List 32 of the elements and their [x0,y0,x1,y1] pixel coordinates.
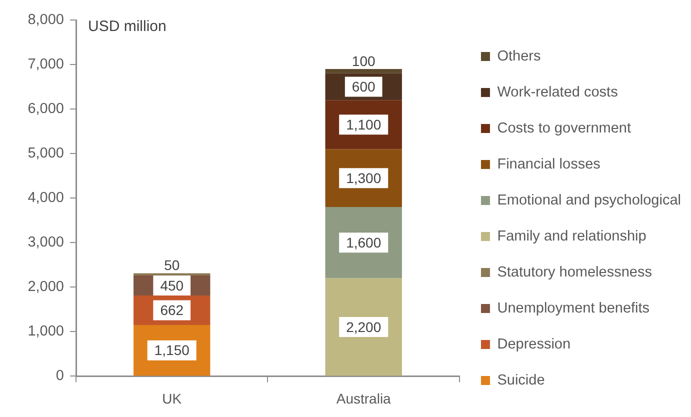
y-axis-title: USD million [88,18,166,36]
data-label: 1,150 [154,342,190,358]
data-label: 1,100 [346,116,382,132]
legend-label: Statutory homelessness [497,264,652,280]
legend-label: Work-related costs [497,84,618,100]
y-tick-label: 2,000 [28,279,64,296]
y-tick-label: 6,000 [28,101,64,118]
y-tick-label: 7,000 [28,56,64,73]
data-label: 600 [352,78,376,95]
y-tick-label: 5,000 [28,146,64,162]
legend-label: Suicide [497,372,545,388]
x-tick-label: Australia [336,390,392,406]
data-label: 100 [352,52,376,69]
legend-label: Costs to government [497,120,632,136]
data-label: 450 [160,277,184,294]
y-tick-label: 0 [56,368,64,384]
data-label: 1,600 [346,234,382,250]
legend-label: Family and relationship [497,228,646,244]
y-tick-label: 3,000 [28,234,64,251]
data-label: 2,200 [346,318,382,335]
y-tick-label: 4,000 [28,190,64,206]
y-tick-label: 8,000 [28,12,64,28]
legend-label: Financial losses [497,156,600,172]
legend-label: Others [497,48,541,64]
x-tick-label: UK [162,390,182,406]
y-tick-label: 1,000 [28,324,64,340]
legend-label: Emotional and psychological [497,192,682,208]
data-label: 662 [160,302,184,318]
legend-label: Unemployment benefits [497,300,650,316]
data-label: 50 [164,257,180,274]
data-label: 1,300 [346,170,382,186]
legend-label: Depression [497,336,571,352]
